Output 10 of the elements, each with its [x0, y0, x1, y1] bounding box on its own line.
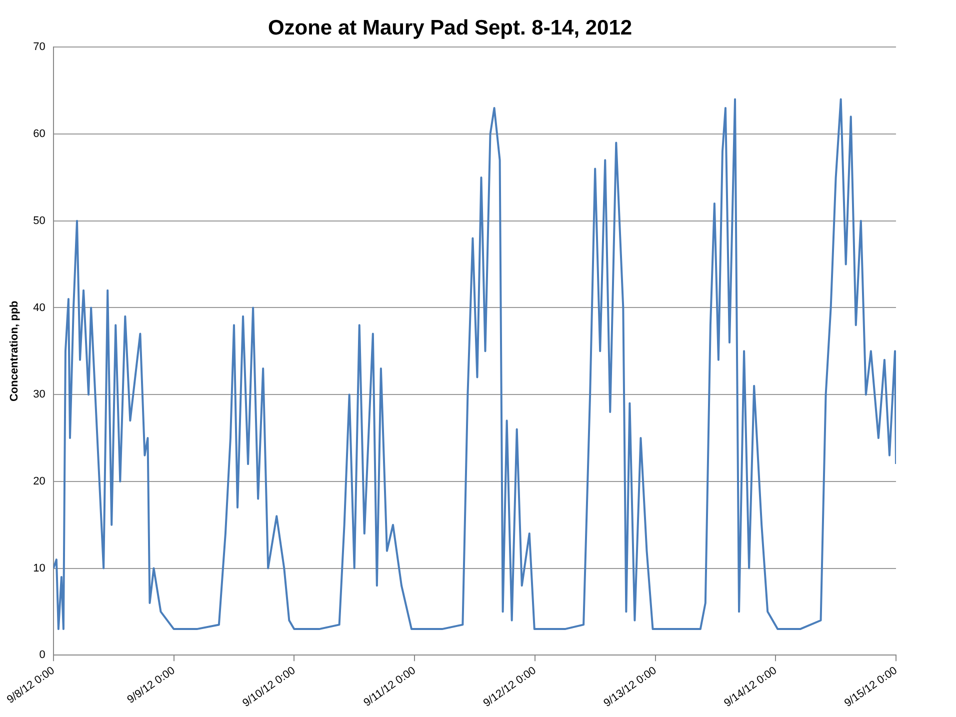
y-tick-label: 10 — [33, 562, 46, 574]
y-tick-label: 30 — [33, 388, 46, 401]
y-tick-label: 0 — [39, 649, 46, 662]
y-tick-label: 20 — [33, 475, 46, 488]
y-tick-label: 70 — [33, 41, 46, 54]
chart-title: Ozone at Maury Pad Sept. 8-14, 2012 — [268, 16, 632, 40]
y-axis-title: Concentration, ppb — [8, 300, 21, 402]
y-tick-label: 40 — [33, 302, 46, 314]
y-tick-label: 60 — [33, 128, 46, 140]
y-tick-label: 50 — [33, 214, 46, 227]
